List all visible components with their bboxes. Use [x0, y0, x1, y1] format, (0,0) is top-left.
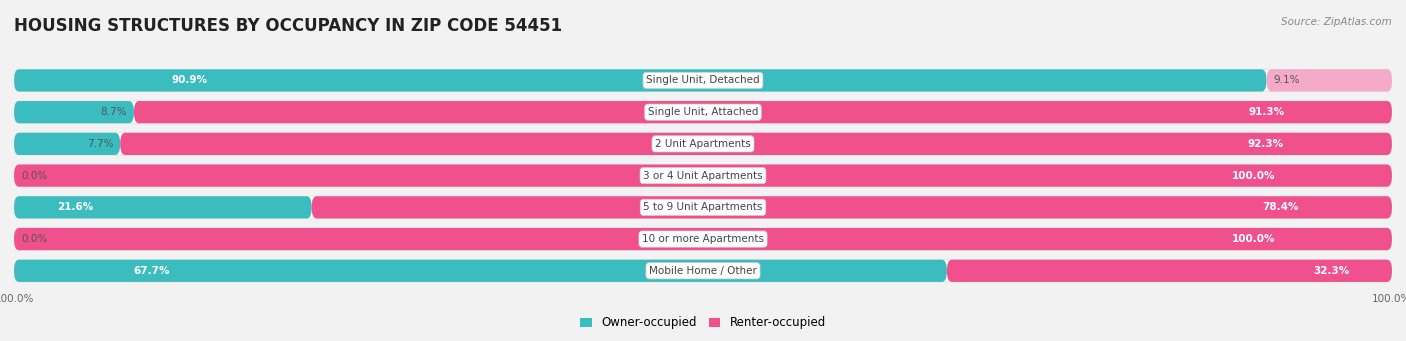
Text: 78.4%: 78.4% [1263, 202, 1299, 212]
Text: Single Unit, Detached: Single Unit, Detached [647, 75, 759, 85]
FancyBboxPatch shape [14, 101, 1392, 123]
Text: 100.0%: 100.0% [1232, 234, 1275, 244]
Text: 100.0%: 100.0% [1232, 170, 1275, 181]
Text: 32.3%: 32.3% [1313, 266, 1350, 276]
FancyBboxPatch shape [14, 69, 1267, 91]
Text: Single Unit, Attached: Single Unit, Attached [648, 107, 758, 117]
Text: 92.3%: 92.3% [1247, 139, 1284, 149]
FancyBboxPatch shape [14, 196, 1392, 219]
Text: 0.0%: 0.0% [21, 170, 48, 181]
FancyBboxPatch shape [14, 260, 946, 282]
Text: Source: ZipAtlas.com: Source: ZipAtlas.com [1281, 17, 1392, 27]
Text: 0.0%: 0.0% [21, 234, 48, 244]
FancyBboxPatch shape [14, 133, 1392, 155]
FancyBboxPatch shape [14, 69, 1392, 91]
Legend: Owner-occupied, Renter-occupied: Owner-occupied, Renter-occupied [575, 312, 831, 334]
FancyBboxPatch shape [14, 164, 1392, 187]
FancyBboxPatch shape [14, 101, 134, 123]
Text: 7.7%: 7.7% [87, 139, 114, 149]
Text: 67.7%: 67.7% [134, 266, 169, 276]
Text: 90.9%: 90.9% [172, 75, 207, 85]
Text: 91.3%: 91.3% [1249, 107, 1285, 117]
FancyBboxPatch shape [120, 133, 1392, 155]
Text: HOUSING STRUCTURES BY OCCUPANCY IN ZIP CODE 54451: HOUSING STRUCTURES BY OCCUPANCY IN ZIP C… [14, 17, 562, 35]
Text: 3 or 4 Unit Apartments: 3 or 4 Unit Apartments [643, 170, 763, 181]
Text: 5 to 9 Unit Apartments: 5 to 9 Unit Apartments [644, 202, 762, 212]
Text: 9.1%: 9.1% [1274, 75, 1301, 85]
FancyBboxPatch shape [1267, 69, 1392, 91]
FancyBboxPatch shape [14, 228, 1392, 250]
Text: 10 or more Apartments: 10 or more Apartments [643, 234, 763, 244]
Text: Mobile Home / Other: Mobile Home / Other [650, 266, 756, 276]
FancyBboxPatch shape [312, 196, 1392, 219]
FancyBboxPatch shape [946, 260, 1392, 282]
Text: 2 Unit Apartments: 2 Unit Apartments [655, 139, 751, 149]
FancyBboxPatch shape [14, 260, 1392, 282]
FancyBboxPatch shape [134, 101, 1392, 123]
FancyBboxPatch shape [14, 164, 1392, 187]
FancyBboxPatch shape [14, 196, 312, 219]
FancyBboxPatch shape [14, 228, 1392, 250]
Text: 21.6%: 21.6% [56, 202, 93, 212]
Text: 8.7%: 8.7% [101, 107, 127, 117]
FancyBboxPatch shape [14, 133, 120, 155]
